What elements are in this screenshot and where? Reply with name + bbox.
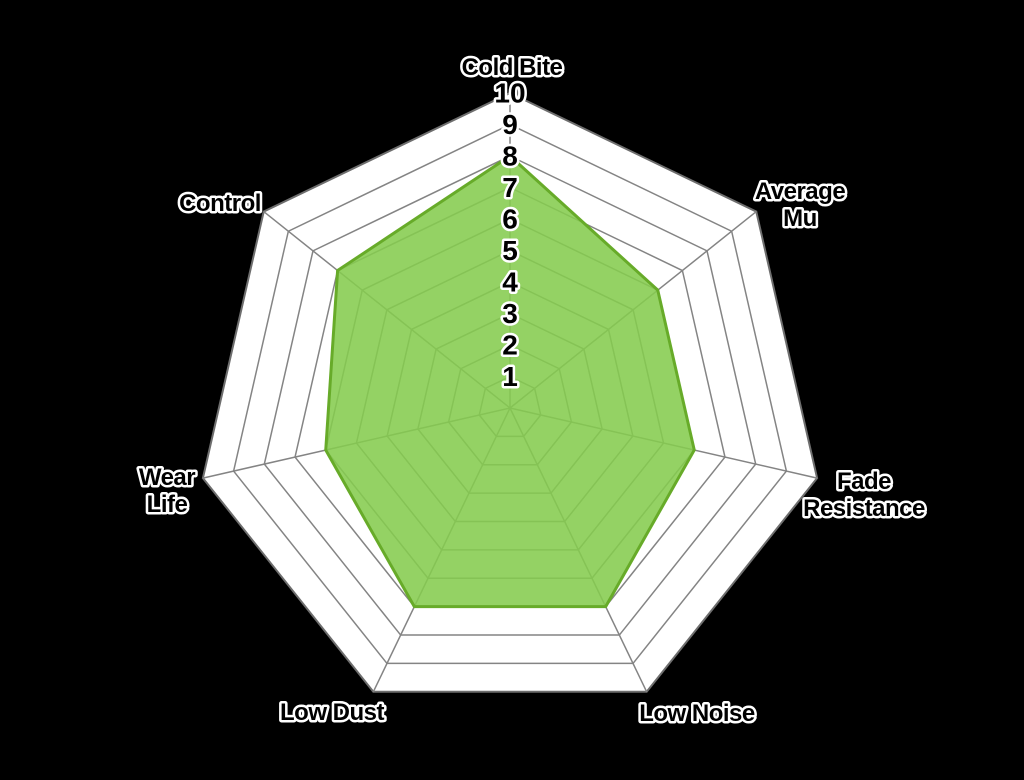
axis-label-low-noise: Low Noise — [639, 700, 755, 727]
axis-label-line: Mu — [783, 205, 817, 232]
axis-label-fade-resistance: Fade Resistance — [803, 468, 925, 522]
grid-ring-10 — [201, 91, 819, 693]
tick-label-10: 10 — [494, 78, 525, 109]
tick-label-1: 1 — [502, 361, 518, 392]
data-polygon-pad-rating — [324, 154, 696, 609]
tick-label-7: 7 — [502, 172, 518, 203]
tick-label-8: 8 — [502, 141, 518, 172]
tick-label-9: 9 — [502, 109, 518, 140]
axis-label-wear-life: Wear Life — [139, 464, 195, 518]
tick-label-6: 6 — [502, 204, 518, 235]
axis-label-control: Control — [179, 190, 261, 217]
axis-label-line: Cold Bite — [462, 54, 563, 81]
grid-ring-8 — [263, 155, 757, 636]
tick-label-2: 2 — [502, 330, 518, 361]
axis-label-line: Average — [755, 178, 845, 205]
axis-label-average-mu: Average Mu — [755, 178, 845, 232]
axis-label-cold-bite: Cold Bite — [462, 54, 563, 81]
grid-ring-9 — [232, 123, 788, 665]
axis-label-line: Resistance — [803, 495, 925, 522]
axis-label-line: Life — [147, 491, 188, 518]
axis-label-line: Control — [179, 190, 261, 217]
axis-label-line: Low Dust — [280, 699, 384, 726]
tick-label-3: 3 — [502, 298, 518, 329]
axis-label-low-dust: Low Dust — [280, 699, 384, 726]
tick-label-5: 5 — [502, 235, 518, 266]
axis-label-line: Fade — [837, 468, 891, 495]
tick-label-4: 4 — [502, 267, 518, 298]
axis-label-line: Low Noise — [639, 700, 755, 727]
axis-label-line: Wear — [139, 464, 195, 491]
